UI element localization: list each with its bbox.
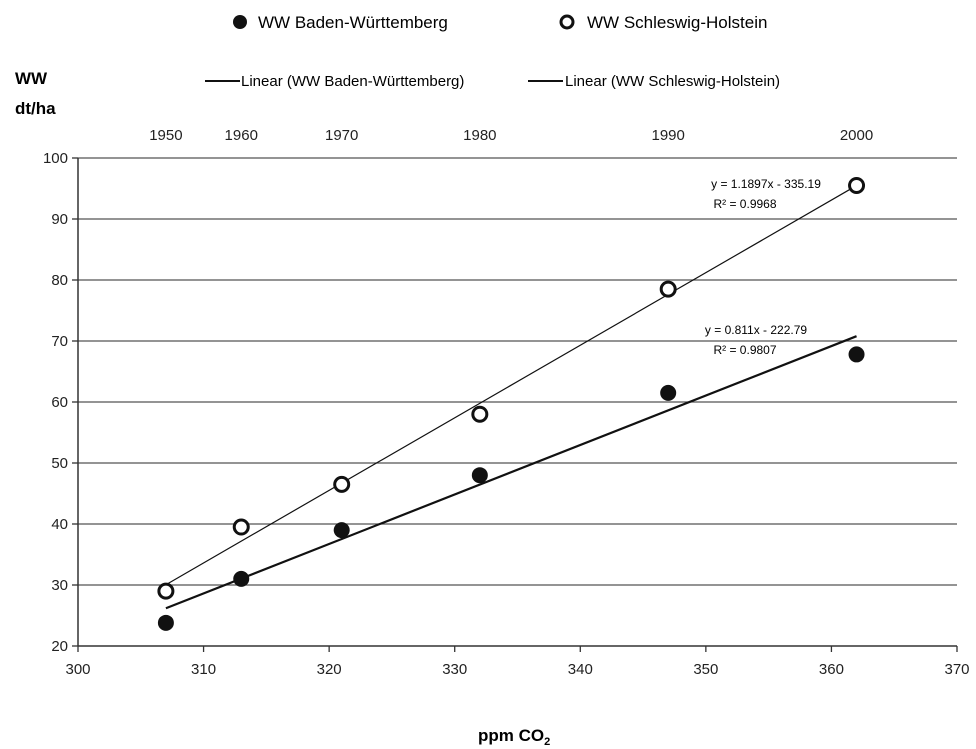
- y-tick-label: 70: [51, 333, 68, 350]
- top-axis-year-label: 1990: [651, 127, 684, 144]
- trendline-series-0: [165, 335, 857, 610]
- equation-bw: y = 0.811x - 222.79: [705, 323, 808, 337]
- y-axis-title-line2: dt/ha: [15, 99, 56, 118]
- data-point-series-0: [660, 384, 677, 401]
- x-axis-title-main: ppm CO: [478, 726, 544, 745]
- top-axis-year-label: 1960: [225, 127, 258, 144]
- data-point-series-0: [471, 467, 488, 484]
- top-axis-year-label: 1980: [463, 127, 496, 144]
- data-point-series-0: [848, 346, 865, 363]
- gridlines: [78, 157, 957, 586]
- y-tick-label: 20: [51, 638, 68, 655]
- data-point-series-0: [157, 614, 174, 631]
- top-axis-year-label: 1950: [149, 127, 182, 144]
- trendlines: [165, 185, 857, 610]
- y-tick-label: 90: [51, 211, 68, 228]
- y-tick-label: 100: [43, 150, 68, 167]
- legend-label-sh: WW Schleswig-Holstein: [587, 13, 767, 32]
- data-point-series-1: [333, 475, 351, 493]
- y-tick-label: 40: [51, 516, 68, 533]
- y-axis-title-line1: WW: [15, 69, 48, 88]
- y-tick-label: 30: [51, 577, 68, 594]
- legend-marker-open: [559, 14, 575, 30]
- legend-line-label-sh: Linear (WW Schleswig-Holstein): [565, 73, 780, 90]
- data-point-series-1: [659, 280, 677, 298]
- x-tick-label: 360: [819, 661, 844, 678]
- trendline-series-1: [165, 185, 857, 586]
- x-tick-label: 370: [944, 661, 969, 678]
- r2-bw: R² = 0.9807: [713, 343, 776, 357]
- legend-label-bw: WW Baden-Württemberg: [258, 13, 448, 32]
- tick-labels: 20 30 40 50 60 70 80 90 100 300 310 320 330 340 350 360…: [43, 127, 970, 678]
- data-point-series-0: [233, 570, 250, 587]
- y-tick-label: 60: [51, 394, 68, 411]
- legend: WW Baden-Württemberg WW Schleswig-Holste…: [205, 13, 780, 90]
- x-tick-label: 320: [317, 661, 342, 678]
- top-axis-year-label: 2000: [840, 127, 873, 144]
- y-tick-label: 80: [51, 272, 68, 289]
- x-tick-label: 350: [693, 661, 718, 678]
- y-tick-label: 50: [51, 455, 68, 472]
- x-tick-label: 330: [442, 661, 467, 678]
- x-tick-label: 300: [65, 661, 90, 678]
- x-axis-title: ppm CO2: [478, 726, 550, 748]
- equation-annotations: y = 1.1897x - 335.19 R² = 0.9968 y = 0.8…: [705, 177, 821, 357]
- equation-sh: y = 1.1897x - 335.19: [711, 177, 821, 191]
- data-point-series-1: [232, 518, 250, 536]
- x-tick-label: 340: [568, 661, 593, 678]
- r2-sh: R² = 0.9968: [713, 197, 776, 211]
- data-point-series-1: [157, 582, 175, 600]
- data-point-series-0: [333, 522, 350, 539]
- legend-marker-filled: [233, 15, 247, 29]
- axes: [72, 157, 958, 652]
- data-point-series-1: [471, 405, 489, 423]
- data-points: [157, 176, 866, 631]
- top-axis-year-label: 1970: [325, 127, 358, 144]
- legend-line-label-bw: Linear (WW Baden-Württemberg): [241, 73, 464, 90]
- x-tick-label: 310: [191, 661, 216, 678]
- data-point-series-1: [848, 176, 866, 194]
- x-axis-title-sub: 2: [544, 736, 550, 748]
